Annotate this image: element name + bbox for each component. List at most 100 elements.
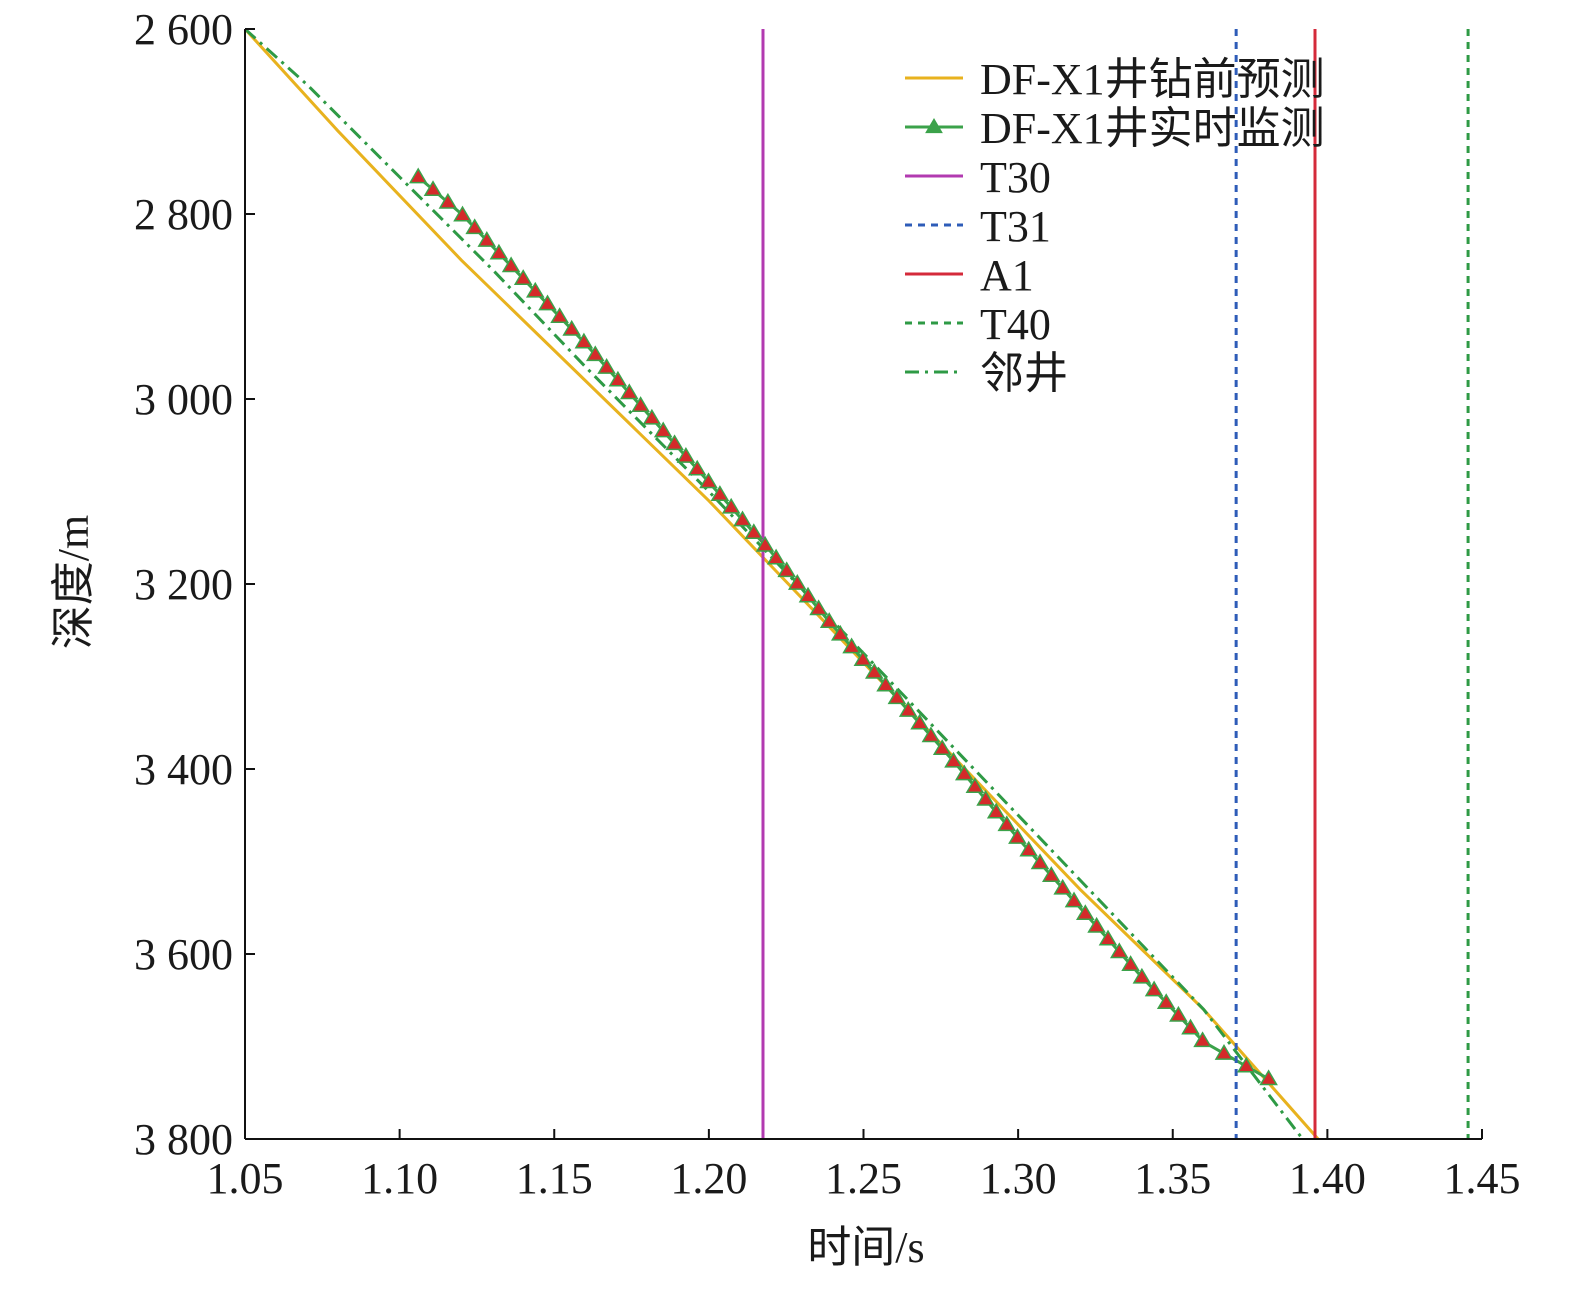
data-point-marker [619,383,639,400]
data-point-marker [944,751,963,768]
data-point-marker [1008,828,1027,844]
y-axis-title: 深度/m [49,515,98,649]
data-point-marker [1156,993,1176,1010]
data-point-marker [864,662,884,679]
x-tick-label: 1.20 [670,1154,747,1203]
data-point-marker [1236,1056,1256,1073]
data-point-marker [733,510,752,527]
data-point-marker [798,586,818,603]
data-point-marker [932,739,952,755]
data-point-marker [910,713,929,730]
data-point-marker [408,167,428,184]
data-point-marker [842,637,861,654]
data-point-marker [997,815,1017,832]
x-tick-label: 1.25 [825,1154,902,1203]
data-point-marker [513,269,533,285]
x-tick-label: 1.15 [516,1154,593,1203]
y-tick-label: 3 800 [134,1115,233,1164]
data-point-marker [986,802,1006,819]
data-point-marker [676,447,696,463]
data-point-marker [585,345,605,362]
data-point-marker [787,574,807,590]
data-point-marker [876,675,895,692]
data-point-marker [574,332,594,349]
data-point-marker [710,485,730,501]
data-point-marker [1030,853,1050,870]
x-tick-label: 1.10 [361,1154,438,1203]
axes: 1.05 1.10 1.15 1.20 1.25 1.30 1.35 1.40 1.45 2 60… [134,5,1521,1203]
x-tick-label: 1.30 [980,1154,1057,1203]
legend-label: T31 [980,202,1051,251]
data-point-marker [550,307,569,324]
data-point-marker [653,421,673,438]
data-point-marker [898,701,918,717]
data-point-marker [423,180,443,197]
data-point-marker [1144,980,1164,997]
data-point-marker [465,218,485,235]
data-point-marker [477,231,497,247]
data-point-marker [687,459,707,476]
data-point-marker [1064,891,1084,908]
legend-label: DF-X1井实时监测 [980,104,1325,153]
legend-label: A1 [980,251,1034,300]
data-point-marker [1041,866,1061,882]
data-point-marker [699,472,718,489]
data-point-marker [777,561,797,578]
data-point-marker [1181,1018,1200,1035]
data-point-marker [1132,967,1152,984]
data-point-marker [597,358,616,374]
data-point-marker [642,408,662,425]
data-point-marker [1019,840,1039,857]
data-point-marker [853,650,873,667]
legend-label: 邻井 [980,349,1068,398]
data-point-marker [562,319,582,336]
data-point-marker [1121,955,1140,971]
y-tick-label: 3 200 [134,560,233,609]
x-tick-label: 1.35 [1134,1154,1211,1203]
data-point-marker [976,789,995,806]
plot-area [243,27,1470,1140]
data-point-marker [665,434,684,451]
data-point-marker [501,256,521,273]
data-point-marker [453,205,472,222]
legend-label: T30 [980,153,1051,202]
data-point-marker [809,599,828,616]
data-point-marker [766,548,786,565]
data-point-marker [744,523,764,540]
series-line-邻井 [243,27,1304,1140]
data-point-marker [887,688,907,705]
legend-label: DF-X1井钻前预测 [980,55,1325,104]
data-point-marker [1193,1031,1212,1048]
data-point-marker [538,294,557,311]
x-tick-label: 1.40 [1289,1154,1366,1203]
data-point-marker [1098,929,1118,946]
data-point-marker [1053,878,1073,895]
data-point-marker [1109,942,1129,959]
y-tick-label: 3 000 [134,375,233,424]
data-point-marker [830,624,850,641]
y-tick-label: 3 600 [134,930,233,979]
x-axis-title: 时间/s [807,1223,924,1272]
data-point-marker [921,726,941,743]
series-line-DF-X1井钻前预测 [243,27,1320,1140]
data-point-marker [721,497,741,514]
x-tick-label: 1.45 [1444,1154,1521,1203]
legend-marker [925,118,943,134]
data-point-marker [965,777,985,794]
data-point-marker [608,370,628,387]
data-point-marker [1169,1005,1188,1022]
data-point-marker [1259,1069,1278,1086]
data-point-marker [1087,916,1106,933]
data-point-marker [525,281,545,298]
x-tick-label: 1.05 [207,1154,284,1203]
y-tick-label: 2 600 [134,5,233,54]
data-point-marker [954,764,974,781]
data-point-marker [819,612,839,628]
data-point-marker [438,192,458,209]
data-point-marker [755,535,775,552]
data-point-marker [1075,904,1095,921]
data-point-marker [1214,1044,1234,1060]
legend-label: T40 [980,300,1051,349]
